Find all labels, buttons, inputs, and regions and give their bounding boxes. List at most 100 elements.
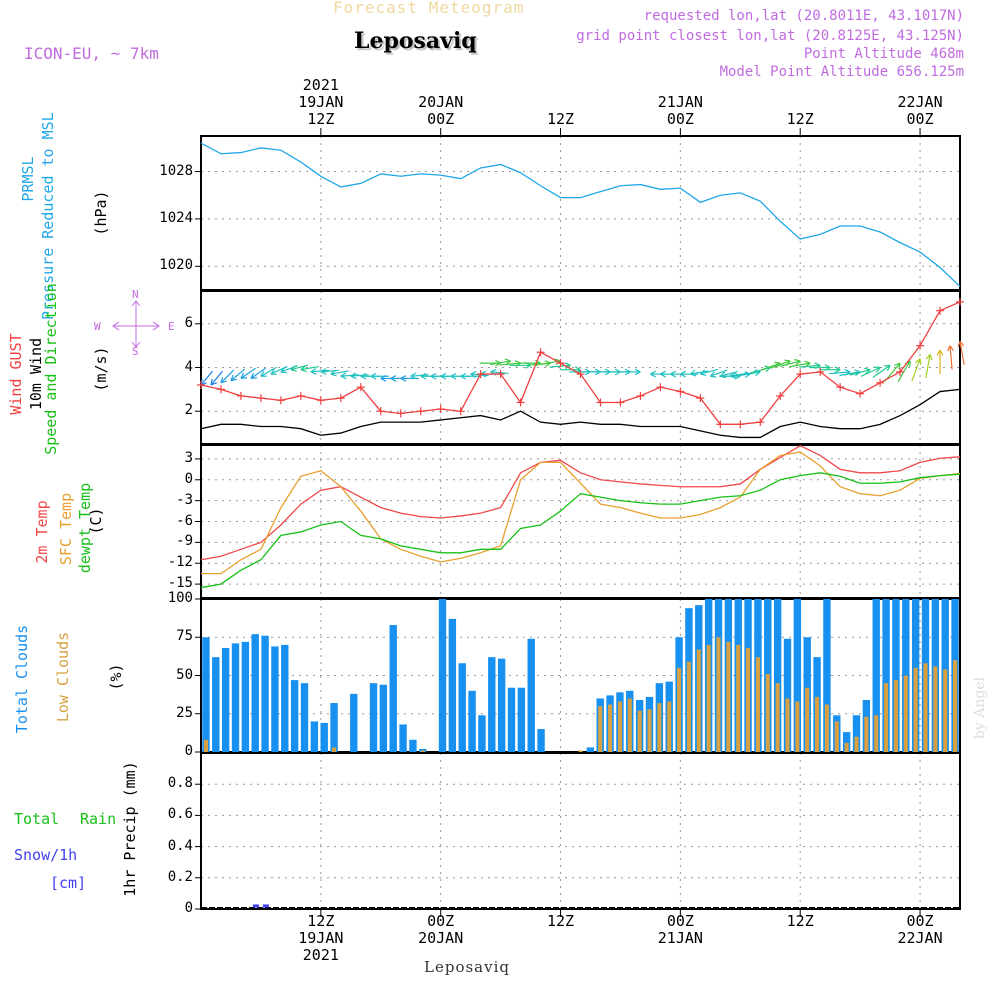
wind-arrow — [622, 368, 641, 376]
wind-arrow-head — [690, 373, 697, 377]
rain-label: Rain — [80, 810, 117, 828]
total-cloud-bar — [685, 608, 693, 752]
wind-arrow — [829, 368, 851, 376]
wind-arrow — [210, 370, 224, 386]
total-cloud-bar — [862, 699, 871, 752]
wind-arrow-shaft — [872, 364, 891, 378]
wind-arrow-head — [534, 362, 541, 367]
wind-arrow-shaft — [240, 367, 257, 379]
wind-arrow-head — [490, 371, 496, 376]
wind-arrow-head — [805, 362, 811, 368]
wind-arrow-shaft — [230, 368, 246, 382]
low-cloud-bar — [302, 684, 307, 752]
bottom-tick-label: 00Z 21JAN — [657, 912, 703, 947]
total-cloud-bar — [764, 599, 772, 752]
wind-arrow-head — [480, 373, 487, 378]
bottom-tick-label: 00Z 22JAN — [897, 912, 943, 947]
wind-arrow-head — [814, 362, 821, 366]
wind-arrow-head — [939, 349, 944, 356]
wind-arrow-head — [898, 363, 901, 370]
wind-arrow — [230, 368, 246, 382]
wind-arrow-shaft — [720, 371, 738, 377]
wind-arrow-shaft — [779, 360, 801, 367]
wind-arrow-head — [814, 364, 821, 370]
gust-marker — [736, 420, 745, 429]
total-cloud-bar — [537, 729, 545, 752]
gust-marker — [876, 378, 885, 387]
wind-arrow — [729, 372, 749, 379]
wind-arrow-head — [300, 365, 306, 371]
wind-arrow-head — [495, 359, 501, 364]
total-cloud-bar — [399, 724, 407, 752]
wind-arrow — [569, 368, 591, 376]
total-cloud-bar — [813, 657, 821, 752]
y-tick-label: 100 — [167, 590, 193, 606]
wind-arrow — [350, 372, 369, 380]
watermark: by Angel — [972, 676, 988, 740]
total-cloud-bar — [212, 657, 220, 752]
total-cloud-bar — [478, 715, 486, 752]
y-tick-label: 75 — [176, 628, 193, 645]
total-cloud-bar — [704, 599, 713, 752]
wind-arrow-head — [525, 364, 531, 369]
wind-arrow-head — [624, 371, 631, 376]
wind-arrow-head — [680, 373, 686, 378]
wind-arrow-head — [310, 371, 317, 375]
wind-arrow-head — [904, 360, 911, 365]
wind-arrow-head — [936, 349, 941, 356]
low-clouds-label: Low Clouds — [54, 631, 72, 723]
y-tick-label: 0 — [184, 470, 193, 487]
wind-arrow-head — [310, 368, 317, 373]
wind-arrow-head — [660, 373, 666, 378]
total-cloud-bar — [911, 599, 920, 752]
low-cloud-bar — [874, 715, 879, 752]
wind-arrow-head — [280, 366, 286, 373]
wind-arrow-shaft — [490, 371, 509, 375]
gust-marker — [216, 385, 225, 394]
wind-arrow-shaft — [860, 366, 881, 377]
wind-arrow — [884, 362, 901, 382]
snow-label: Snow/1h — [14, 846, 78, 864]
wind-arrow-head — [270, 368, 275, 375]
wind-arrow — [809, 364, 831, 371]
total-cloud-bar — [379, 684, 388, 752]
wind-arrow-shaft — [350, 374, 369, 377]
wind-arrow-head — [919, 358, 922, 365]
total-cloud-bar — [419, 748, 427, 752]
wind-arrow-head — [555, 360, 561, 366]
wind-arrow-head — [230, 374, 234, 381]
wind-arrow — [200, 370, 214, 386]
wind-arrow — [420, 372, 439, 380]
wind-arrow — [660, 370, 679, 378]
total-cloud-bar — [655, 683, 664, 752]
wind-arrow-head — [350, 375, 357, 380]
wind-arrow-head — [350, 372, 357, 377]
pressure-unit: (hPa) — [92, 190, 110, 236]
wind-speed-dir-label: Speed and Direction — [42, 283, 60, 455]
total-cloud-bar — [310, 721, 319, 752]
low-cloud-bar — [864, 716, 869, 752]
wind-arrow — [650, 370, 669, 378]
panel-frame — [200, 444, 961, 599]
y-tick-label: 6 — [184, 314, 193, 331]
total-cloud-bar — [202, 637, 210, 752]
total-cloud-bar — [271, 646, 279, 752]
total-cloud-bar — [921, 599, 930, 752]
wind-arrow-head — [565, 364, 571, 370]
panel-frame — [200, 135, 961, 291]
wind-arrow-shaft — [250, 367, 267, 379]
wind-arrow-shaft — [729, 373, 751, 377]
gust-marker — [576, 370, 585, 379]
total-cloud-bar — [882, 599, 890, 752]
compass-s: S — [132, 345, 139, 358]
wind-arrow-head — [784, 359, 791, 362]
snow-unit-label: [cm] — [50, 874, 87, 892]
wind-arrow-head — [410, 375, 417, 380]
wind-arrow — [602, 368, 621, 376]
low-cloud-bar — [755, 657, 760, 752]
wind-arrow-head — [470, 373, 476, 378]
chart-title: Forecast Meteogram — [333, 0, 525, 17]
wind-arrow-head — [360, 375, 367, 380]
wind-arrow-head — [947, 345, 951, 352]
y-tick-label: 3 — [184, 449, 193, 466]
